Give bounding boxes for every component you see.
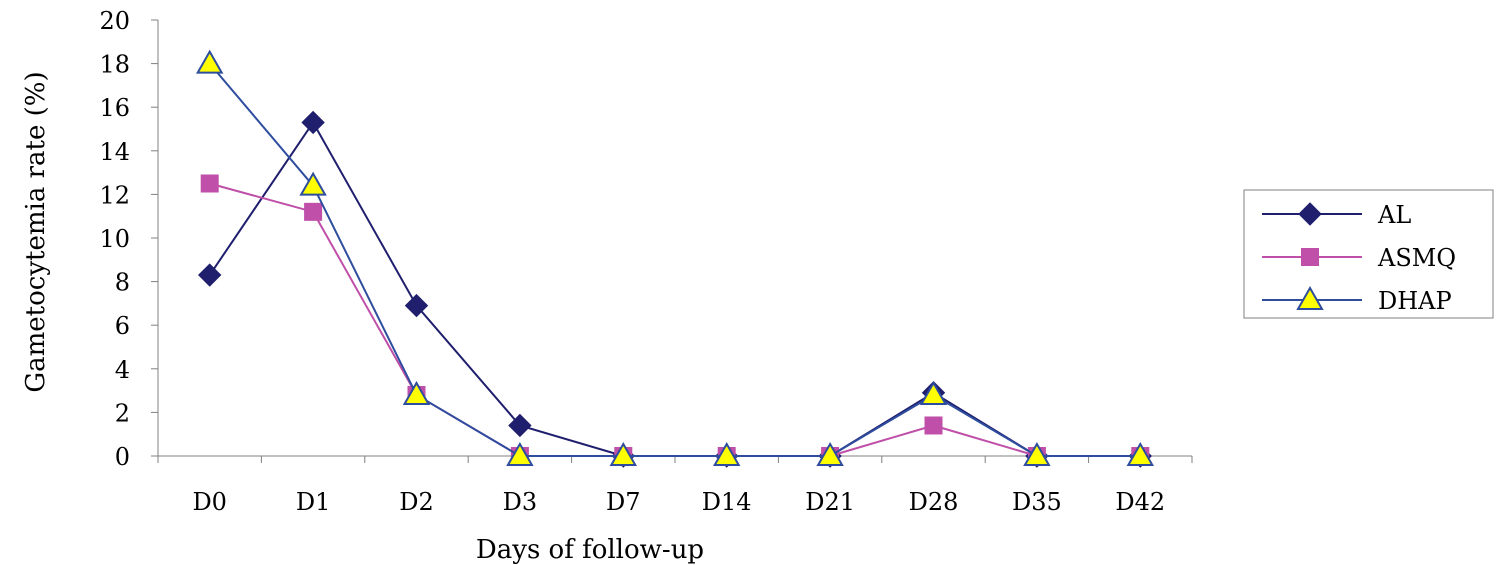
x-tick-label: D14 — [702, 488, 752, 516]
y-tick-label: 18 — [99, 51, 130, 79]
series-al — [197, 110, 1153, 468]
y-tick-labels: 0 2 4 6 8 10 12 14 16 18 20 — [99, 7, 130, 471]
legend-item-dhap: DHAP — [1262, 285, 1452, 315]
legend-label: AL — [1377, 201, 1411, 229]
series-layer — [195, 49, 1155, 468]
series-asmq — [200, 174, 1150, 465]
x-tick-label: D2 — [399, 488, 434, 516]
marker-al — [508, 413, 532, 438]
x-tick-label: D28 — [909, 488, 959, 516]
y-axis-title: Gametocytemia rate (%) — [21, 71, 51, 392]
marker-dhap — [506, 441, 534, 466]
x-tick-label: D1 — [296, 488, 331, 516]
y-tick-label: 4 — [115, 356, 130, 384]
x-tick-labels: D0 D1 D2 D3 D7 D14 D21 D28 D35 D42 — [192, 488, 1165, 516]
y-tick-label: 6 — [115, 312, 130, 340]
marker-dhap — [1023, 441, 1051, 466]
series-dhap — [195, 49, 1155, 466]
legend-items: AL ASMQ DHAP — [1262, 201, 1456, 315]
x-tick-label: D21 — [805, 488, 855, 516]
marker-al — [1298, 202, 1322, 226]
marker-dhap — [1126, 441, 1155, 466]
y-tick-label: 14 — [99, 138, 130, 166]
x-axis-title: Days of follow-up — [476, 535, 704, 565]
marker-al — [197, 263, 222, 287]
y-tick-label: 20 — [99, 7, 130, 35]
marker-dhap — [712, 441, 741, 466]
marker-dhap — [195, 49, 224, 74]
y-tick-label: 2 — [115, 399, 130, 427]
legend-item-asmq: ASMQ — [1262, 244, 1456, 272]
y-tick-label: 0 — [115, 443, 130, 471]
legend: AL ASMQ DHAP — [1243, 189, 1494, 319]
series-line-dhap — [208, 62, 1141, 457]
marker-dhap — [402, 380, 431, 405]
y-tick-label: 16 — [99, 94, 130, 122]
y-tick-label: 10 — [99, 225, 130, 253]
legend-label: ASMQ — [1377, 244, 1456, 272]
y-tick-label: 12 — [99, 181, 130, 209]
y-tick-label: 8 — [115, 269, 130, 297]
axes — [151, 19, 1193, 463]
legend-item-al: AL — [1262, 201, 1411, 229]
marker-asmq — [304, 202, 323, 221]
series-line-al — [208, 120, 1141, 457]
marker-dhap — [609, 441, 638, 466]
legend-box — [1243, 189, 1494, 319]
x-tick-label: D35 — [1012, 488, 1062, 516]
marker-al — [404, 293, 429, 318]
x-tick-label: D42 — [1115, 488, 1165, 516]
marker-dhap — [299, 171, 327, 196]
series-line-asmq — [209, 182, 1141, 457]
legend-label: DHAP — [1378, 287, 1452, 315]
marker-al — [301, 110, 325, 135]
x-tick-label: D0 — [192, 488, 227, 516]
marker-dhap — [919, 380, 948, 405]
x-tick-label: D7 — [606, 488, 641, 516]
marker-dhap — [816, 441, 844, 466]
marker-asmq — [200, 174, 219, 193]
x-tick-label: D3 — [503, 488, 538, 516]
marker-asmq — [1301, 248, 1319, 266]
marker-dhap — [1296, 285, 1324, 310]
marker-asmq — [924, 416, 943, 435]
